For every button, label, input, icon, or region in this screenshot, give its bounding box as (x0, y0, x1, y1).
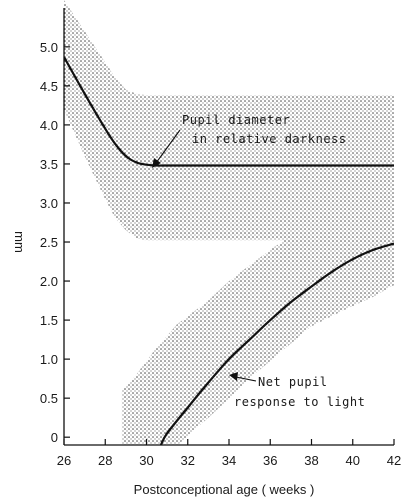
y-tick-label: 3.0 (40, 196, 58, 211)
y-tick-label: 2.0 (40, 274, 58, 289)
x-tick-label: 42 (387, 453, 401, 468)
y-tick-label: 5.0 (40, 40, 58, 55)
x-tick-label: 38 (304, 453, 318, 468)
series-line-2 (159, 242, 394, 445)
series-line-1 (64, 56, 394, 167)
y-tick-label: 4.0 (40, 118, 58, 133)
x-tick-label: 30 (139, 453, 153, 468)
x-tick-label: 40 (346, 453, 360, 468)
annotation-net-response-arrowhead (229, 372, 238, 381)
y-tick-label: 2.5 (40, 235, 58, 250)
y-tick-label: 3.5 (40, 157, 58, 172)
y-tick-label: 1.5 (40, 313, 58, 328)
x-tick-label: 26 (57, 453, 71, 468)
annotation-pupil-diameter-arrow (155, 129, 181, 164)
x-tick-label: 32 (181, 453, 195, 468)
band-series-2 (121, 199, 394, 445)
y-tick-label: 0.5 (40, 391, 58, 406)
annotation-net-response: Net pupil response to light (229, 372, 365, 409)
variability-bands (64, 0, 394, 445)
x-tick-label: 36 (263, 453, 277, 468)
band-series-1 (64, 0, 394, 241)
x-axis-ticks: 26 28 30 32 34 36 38 40 42 (57, 439, 401, 468)
annotation-pupil-diameter-line-1: Pupil diameter (182, 113, 290, 127)
y-tick-label: 4.5 (40, 79, 58, 94)
annotation-pupil-diameter-line-2: in relative darkness (192, 132, 347, 146)
annotation-net-response-arrow (235, 376, 257, 382)
y-axis-label: mm (12, 231, 27, 253)
x-tick-label: 28 (98, 453, 112, 468)
annotation-pupil-diameter-arrowhead (152, 158, 161, 168)
series-lines (64, 56, 394, 445)
y-axis-ticks: 0 0.5 1.0 1.5 2.0 2.5 3.0 3.5 4.0 4.5 5.0 (40, 40, 70, 445)
annotation-pupil-diameter: Pupil diameter in relative darkness (152, 113, 347, 168)
x-tick-label: 34 (222, 453, 236, 468)
y-tick-label: 1.0 (40, 352, 58, 367)
annotation-net-response-line-2: response to light (234, 395, 365, 409)
y-tick-label: 0 (51, 430, 58, 445)
x-axis-label: Postconceptional age ( weeks ) (134, 482, 315, 497)
annotation-net-response-line-1: Net pupil (258, 375, 328, 389)
